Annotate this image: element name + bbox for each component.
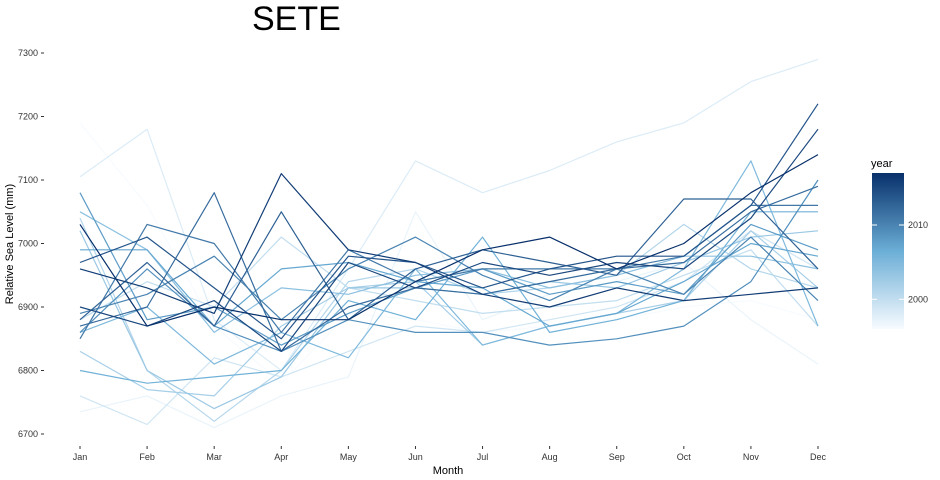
legend-ticks: 2000 2010 [872, 220, 928, 304]
y-tick-label: 7100 [18, 175, 38, 185]
series-line-2012 [79, 185, 819, 352]
x-tick-label: Jul [477, 452, 489, 462]
x-tick-label: Sep [609, 452, 625, 462]
x-tick-label: Aug [542, 452, 558, 462]
x-tick-label: Apr [274, 452, 288, 462]
series-line-2007 [80, 242, 819, 327]
series-line-2004 [79, 211, 819, 333]
x-tick-label: Jun [408, 452, 423, 462]
series-line-2009 [79, 179, 819, 352]
x-tick-label: Jan [73, 452, 88, 462]
series-lines [79, 58, 819, 429]
chart-title: SETE [252, 0, 341, 38]
legend-colorbar [872, 173, 904, 329]
series-line-2017 [79, 154, 819, 327]
legend-tick-label: 2010 [908, 220, 928, 230]
x-tick-label: Nov [743, 452, 760, 462]
y-tick-label: 7300 [18, 48, 38, 58]
x-axis-title: Month [433, 465, 464, 477]
y-axis-title: Relative Sea Level (mm) [4, 184, 16, 304]
y-tick-label: 7000 [18, 239, 38, 249]
y-tick-label: 6800 [18, 366, 38, 376]
legend-tick-label: 2000 [908, 294, 928, 304]
x-tick-label: May [340, 452, 358, 462]
series-line-2001 [79, 217, 819, 422]
x-tick-label: Feb [139, 452, 155, 462]
series-line-2010 [79, 236, 819, 321]
series-line-2016 [79, 173, 819, 314]
series-line-2005 [79, 160, 819, 365]
x-tick-label: Mar [206, 452, 222, 462]
y-tick-label: 6700 [18, 429, 38, 439]
series-line-1999 [79, 230, 819, 426]
y-tick-label: 7200 [18, 112, 38, 122]
series-line-2015 [79, 128, 819, 352]
legend-title: year [871, 158, 893, 170]
y-axis: 6700 6800 6900 7000 7100 7200 7300 [18, 48, 44, 439]
x-axis: Jan Feb Mar Apr May Jun Jul Aug Sep Oct Nov Dec [73, 446, 827, 462]
x-tick-label: Dec [810, 452, 827, 462]
legend: year 2000 2010 [871, 158, 928, 329]
y-tick-label: 6900 [18, 302, 38, 312]
series-line-1996 [79, 122, 819, 384]
series-line-1998 [79, 58, 819, 372]
x-tick-label: Oct [677, 452, 692, 462]
series-line-2013 [79, 198, 819, 327]
series-line-2002 [79, 230, 819, 397]
